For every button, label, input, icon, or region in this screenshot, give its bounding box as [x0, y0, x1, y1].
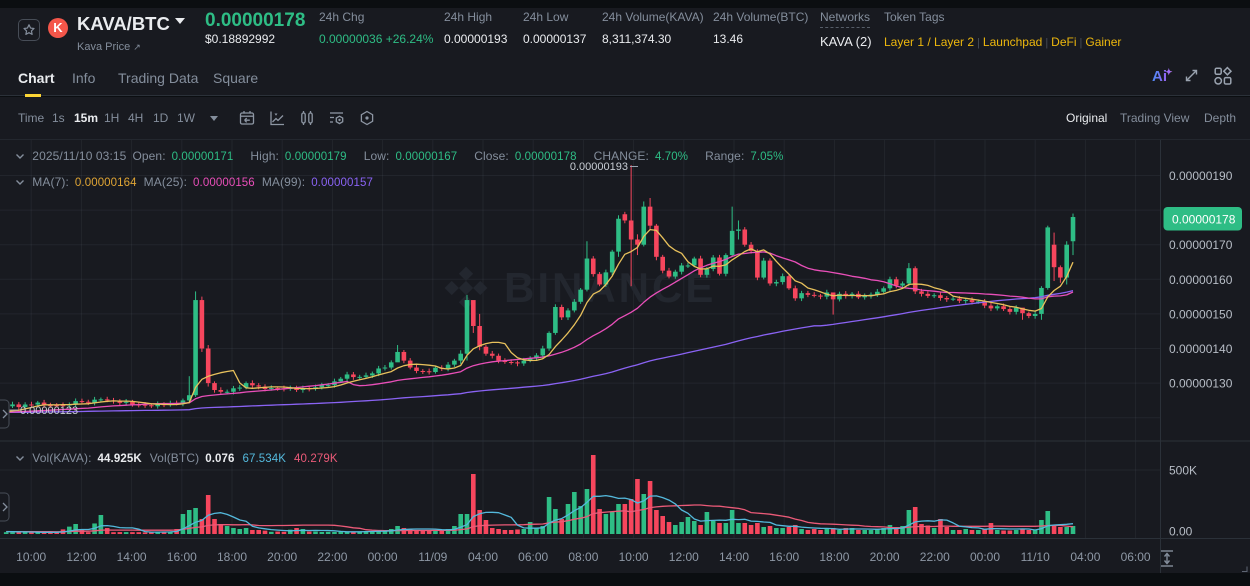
- svg-text:0.00000150: 0.00000150: [1169, 307, 1233, 321]
- svg-text:16:00: 16:00: [769, 550, 799, 564]
- svg-text:14:00: 14:00: [719, 550, 749, 564]
- svg-text:0.00000190: 0.00000190: [1169, 169, 1233, 183]
- svg-text:04:00: 04:00: [468, 550, 498, 564]
- svg-text:12:00: 12:00: [66, 550, 96, 564]
- svg-text:20:00: 20:00: [267, 550, 297, 564]
- svg-text:0.00000130: 0.00000130: [1169, 377, 1233, 391]
- svg-text:18:00: 18:00: [217, 550, 247, 564]
- svg-text:16:00: 16:00: [167, 550, 197, 564]
- svg-text:12:00: 12:00: [669, 550, 699, 564]
- svg-text:22:00: 22:00: [920, 550, 950, 564]
- svg-text:BINANCE: BINANCE: [504, 264, 716, 311]
- svg-text:00:00: 00:00: [970, 550, 1000, 564]
- svg-text:18:00: 18:00: [819, 550, 849, 564]
- svg-text:20:00: 20:00: [870, 550, 900, 564]
- svg-text:0.00: 0.00: [1169, 525, 1193, 539]
- svg-text:06:00: 06:00: [518, 550, 548, 564]
- svg-text:10:00: 10:00: [16, 550, 46, 564]
- svg-text:0.00000170: 0.00000170: [1169, 238, 1233, 252]
- svg-text:0.00000160: 0.00000160: [1169, 273, 1233, 287]
- svg-text:11/09: 11/09: [418, 550, 447, 564]
- svg-text:11/10: 11/10: [1021, 550, 1050, 564]
- svg-text:08:00: 08:00: [568, 550, 598, 564]
- svg-text:00:00: 00:00: [368, 550, 398, 564]
- svg-text:0.00000123: 0.00000123: [20, 405, 78, 417]
- svg-text:06:00: 06:00: [1121, 550, 1151, 564]
- svg-text:0.00000178: 0.00000178: [1172, 213, 1236, 227]
- svg-text:14:00: 14:00: [117, 550, 147, 564]
- svg-text:04:00: 04:00: [1070, 550, 1100, 564]
- svg-text:500K: 500K: [1169, 464, 1197, 478]
- svg-text:0.00000140: 0.00000140: [1169, 342, 1233, 356]
- svg-text:0.00000193: 0.00000193: [570, 161, 628, 173]
- svg-text:10:00: 10:00: [619, 550, 649, 564]
- svg-text:22:00: 22:00: [317, 550, 347, 564]
